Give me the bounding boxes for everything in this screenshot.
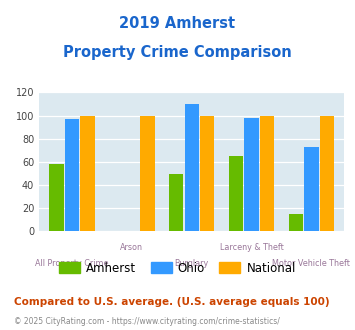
Bar [320,115,334,231]
Bar [229,156,243,231]
Bar [200,115,214,231]
Bar [304,147,318,231]
Bar [65,119,79,231]
Bar [244,118,259,231]
Legend: Amherst, Ohio, National: Amherst, Ohio, National [55,257,300,280]
Bar [185,104,199,231]
Bar [140,115,154,231]
Text: Larceny & Theft: Larceny & Theft [220,243,283,251]
Text: 2019 Amherst: 2019 Amherst [119,16,236,31]
Bar [49,164,64,231]
Text: Compared to U.S. average. (U.S. average equals 100): Compared to U.S. average. (U.S. average … [14,297,330,307]
Text: Arson: Arson [120,243,143,251]
Text: Motor Vehicle Theft: Motor Vehicle Theft [273,259,350,268]
Bar [80,115,95,231]
Text: Property Crime Comparison: Property Crime Comparison [63,45,292,60]
Bar [260,115,274,231]
Text: All Property Crime: All Property Crime [35,259,109,268]
Bar [169,174,183,231]
Bar [289,214,303,231]
Text: Burglary: Burglary [175,259,209,268]
Text: © 2025 CityRating.com - https://www.cityrating.com/crime-statistics/: © 2025 CityRating.com - https://www.city… [14,317,280,326]
